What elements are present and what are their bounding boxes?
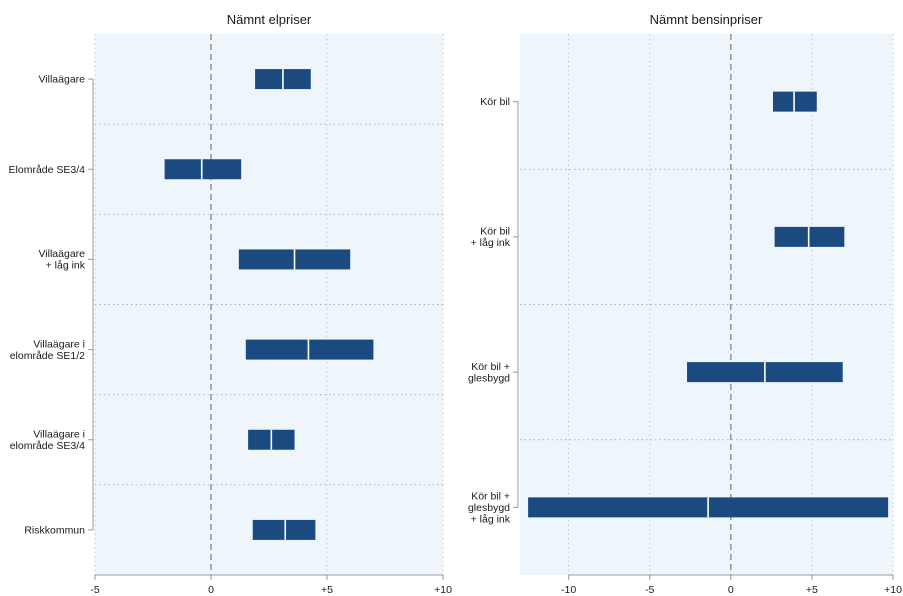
plot-background: [95, 34, 443, 575]
x-tick-label: +10: [434, 584, 452, 596]
category-label: Elområde SE3/4: [9, 164, 86, 176]
plot-background: [520, 34, 893, 575]
x-tick-label: 0: [728, 584, 734, 596]
x-tick-label: -5: [645, 584, 654, 596]
category-label: Riskkommun: [24, 524, 85, 536]
chart-title: Nämnt elpriser: [227, 12, 312, 27]
category-label: elområde SE3/4: [10, 440, 85, 452]
category-label: glesbygd: [468, 502, 510, 514]
category-label: Villaägare: [38, 74, 85, 86]
x-tick-label: +5: [806, 584, 818, 596]
category-label: Kör bil +: [471, 361, 510, 373]
category-label: Kör bil: [480, 226, 510, 238]
range-bar: [775, 227, 845, 247]
category-label: glesbygd: [468, 372, 510, 384]
category-label: Kör bil: [480, 96, 510, 108]
category-label: elområde SE1/2: [10, 350, 85, 362]
x-tick-label: 0: [208, 584, 214, 596]
x-tick-label: +10: [884, 584, 902, 596]
category-label: + låg ink: [471, 237, 511, 249]
category-label: + låg ink: [471, 513, 511, 525]
x-tick-label: -5: [90, 584, 99, 596]
range-bar: [773, 92, 817, 112]
x-tick-label: -10: [561, 584, 576, 596]
range-bar: [165, 159, 242, 179]
range-bar: [253, 520, 316, 540]
x-tick-label: +5: [321, 584, 333, 596]
range-bar: [246, 340, 374, 360]
category-label: + låg ink: [46, 260, 86, 272]
category-label: Villaägare i: [33, 338, 85, 350]
category-label: Villaägare: [38, 248, 85, 260]
category-label: Villaägare i: [33, 429, 85, 441]
category-label: Kör bil +: [471, 490, 510, 502]
chart-title: Nämnt bensinpriser: [650, 12, 763, 27]
